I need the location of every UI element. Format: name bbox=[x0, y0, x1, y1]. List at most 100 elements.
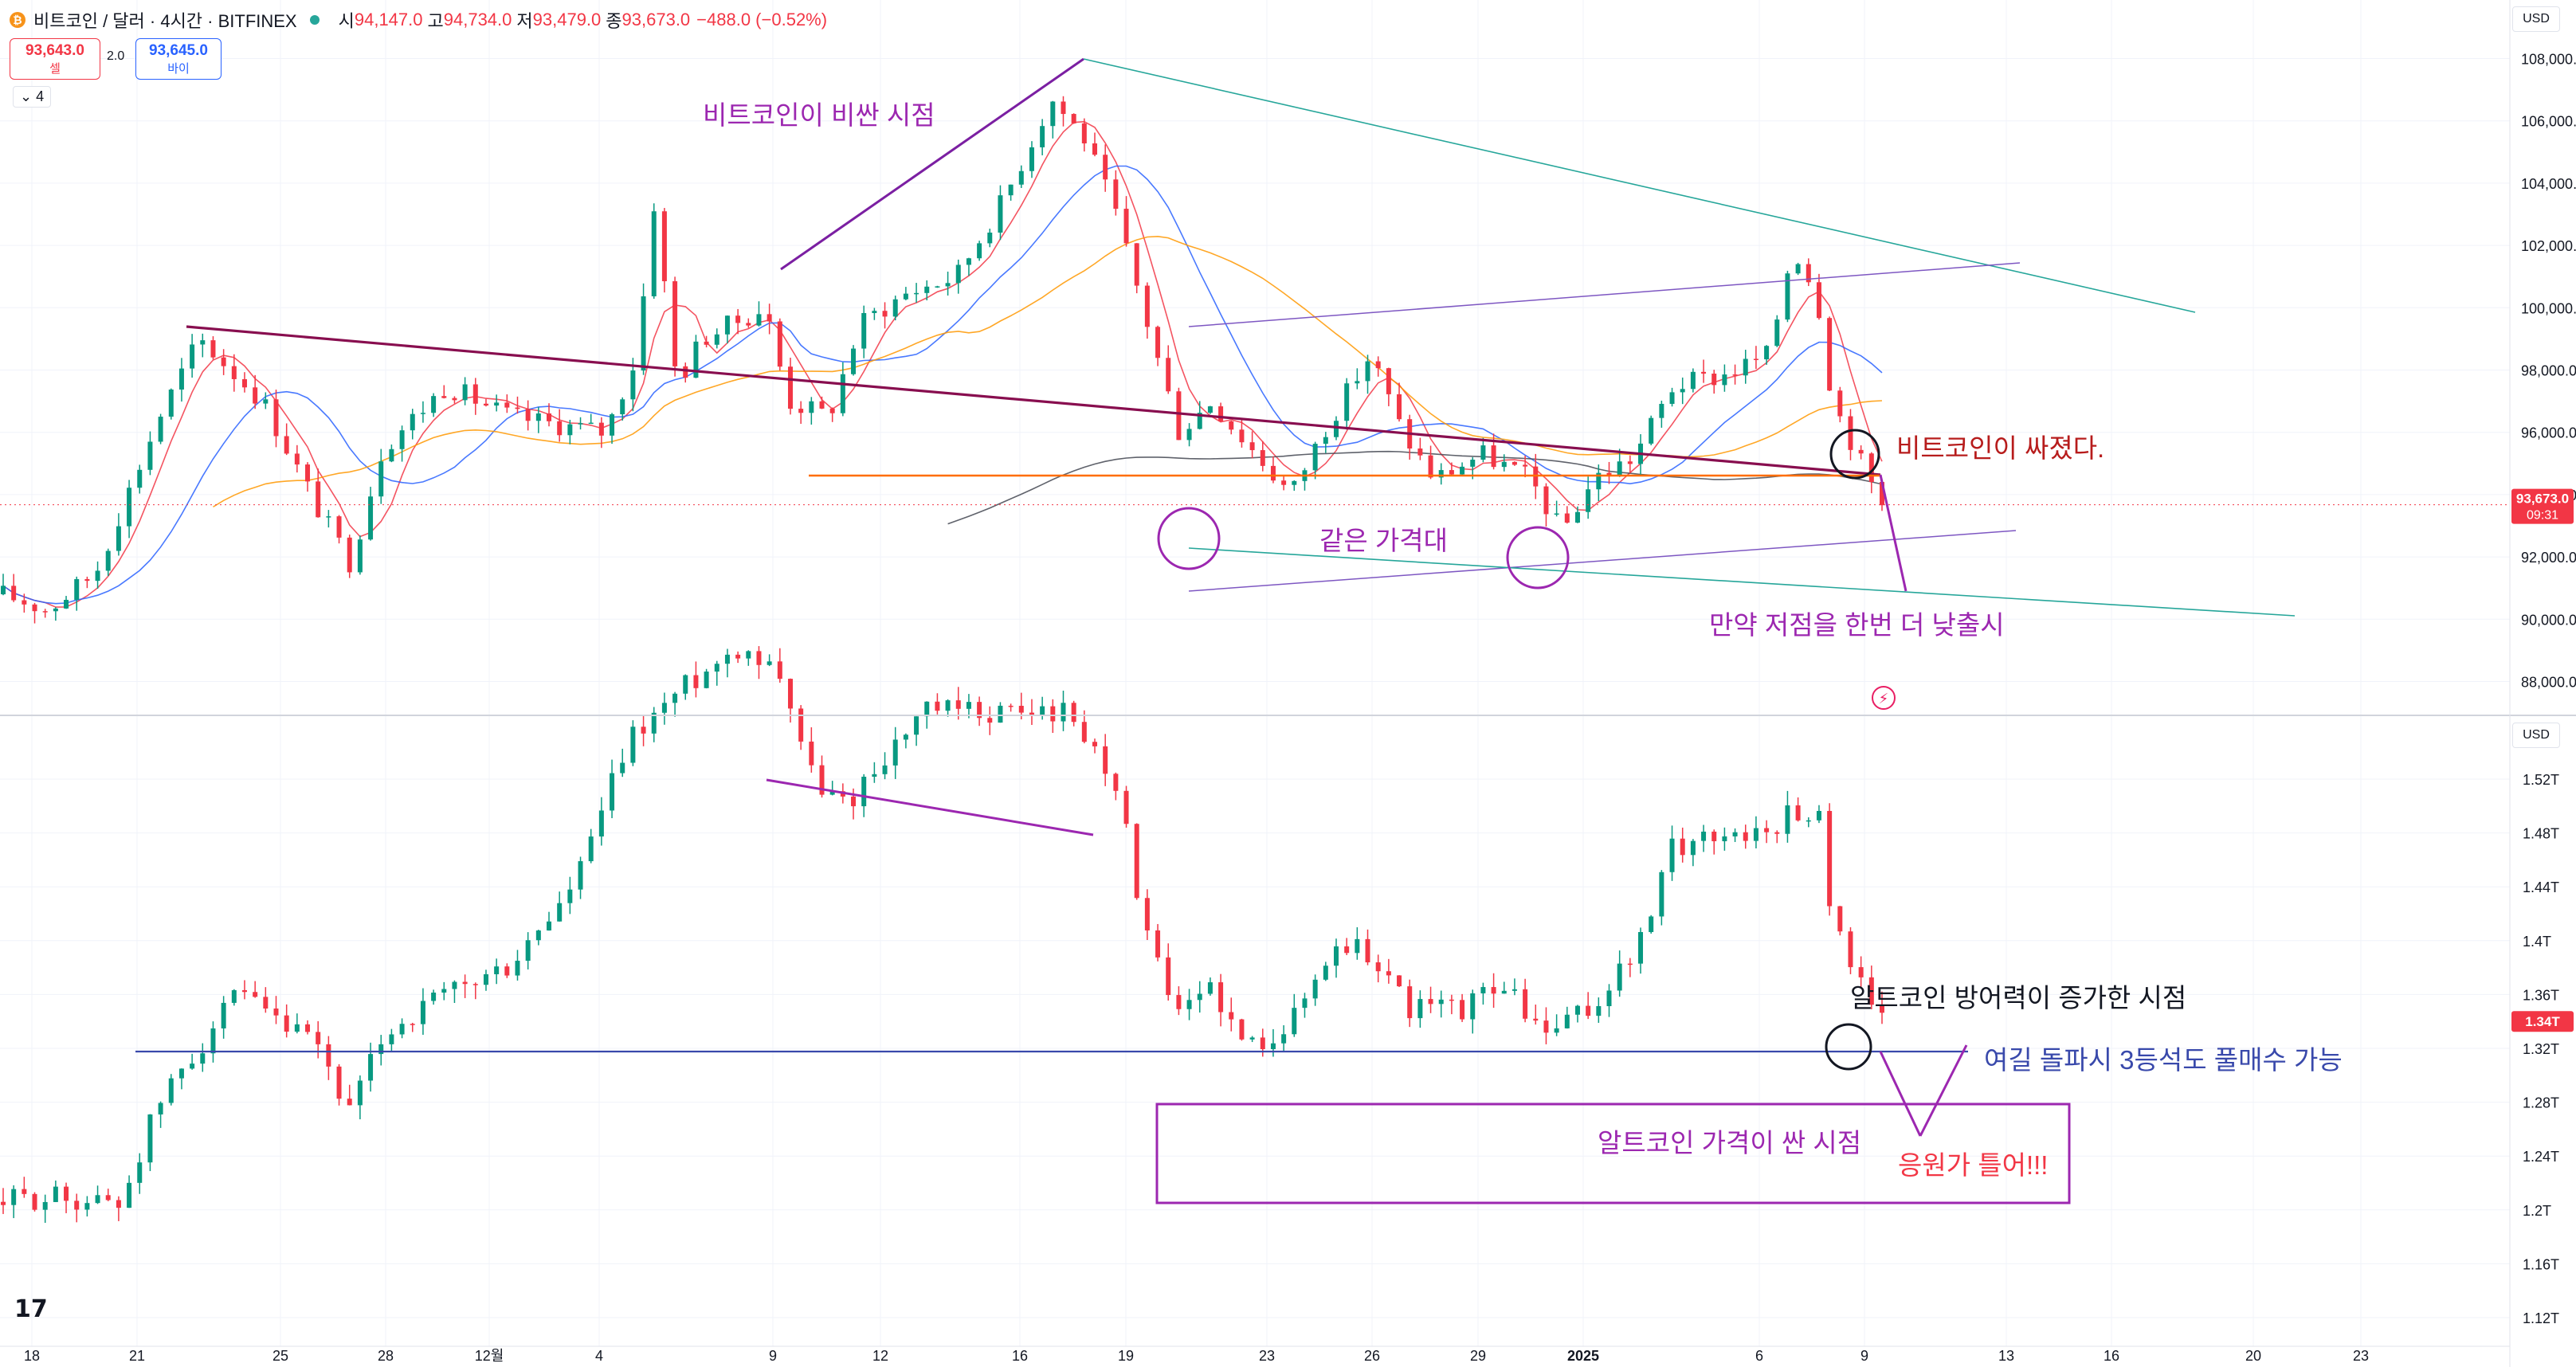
alt-candle-body bbox=[441, 989, 447, 993]
btc-candle-body bbox=[1480, 445, 1486, 460]
btc-candle-body bbox=[1365, 361, 1370, 382]
btc-candle-body bbox=[399, 430, 405, 449]
alt-candle-body bbox=[1543, 1020, 1549, 1033]
y-tick-label: 1.2T bbox=[2523, 1203, 2551, 1219]
alt-candle-body bbox=[210, 1028, 216, 1054]
btc-candle-body bbox=[336, 516, 342, 538]
btc-candle-body bbox=[32, 604, 37, 612]
btc-candle-body bbox=[1040, 126, 1045, 147]
alt-candle-body bbox=[116, 1200, 121, 1208]
btc-candle-body bbox=[1606, 472, 1612, 476]
btc-candle-body bbox=[210, 340, 216, 358]
alt-candle-body bbox=[1722, 836, 1727, 842]
btc-candle-body bbox=[1344, 383, 1350, 421]
alt-candle-body bbox=[1270, 1043, 1276, 1050]
btc-candle-body bbox=[1470, 460, 1476, 467]
drawings: ⚡ bbox=[0, 57, 2510, 1204]
btc-candle-body bbox=[1050, 101, 1056, 127]
btc-candle-body bbox=[1564, 513, 1570, 523]
buy-label: 바이 bbox=[167, 61, 190, 76]
currency-selector-top[interactable]: USD bbox=[2512, 6, 2560, 32]
btc-candle-body bbox=[1743, 358, 1748, 376]
btc-candle-body bbox=[798, 409, 804, 413]
lightning-icon bbox=[1872, 686, 1896, 710]
price-tag-countdown: 09:31 bbox=[2527, 509, 2558, 523]
projection-arrow bbox=[1879, 474, 1907, 592]
y-tick-label: 1.36T bbox=[2523, 987, 2559, 1003]
price-tag bbox=[2511, 488, 2574, 524]
alt-candle-body bbox=[535, 930, 541, 941]
alt-candle-body bbox=[253, 992, 258, 997]
alt-candle-body bbox=[578, 861, 583, 890]
btc-candle-body bbox=[452, 398, 457, 401]
btc-candle-body bbox=[819, 401, 825, 409]
trendline-resistance bbox=[186, 325, 1881, 476]
alt-candle-body bbox=[1218, 982, 1224, 1013]
annotation-cheap-btc: 비트코인이 싸졌다. bbox=[1896, 433, 2105, 463]
circle-low-2 bbox=[1506, 526, 1570, 589]
btc-candle-body bbox=[641, 296, 646, 371]
x-tick-label: 21 bbox=[129, 1348, 145, 1364]
x-tick-label: 9 bbox=[1860, 1348, 1868, 1364]
btc-candle-body bbox=[1092, 143, 1098, 155]
btc-candle-body bbox=[378, 461, 384, 497]
alt-candle-body bbox=[1680, 838, 1685, 856]
alt-candle-body bbox=[630, 727, 636, 763]
btc-candle-body bbox=[1438, 470, 1444, 478]
btc-candle-body bbox=[567, 424, 573, 436]
y-tick-label: 1.16T bbox=[2523, 1256, 2559, 1272]
btc-candle-body bbox=[1134, 243, 1139, 286]
x-tick-label: 23 bbox=[1259, 1348, 1275, 1364]
currency-selector-bottom[interactable]: USD bbox=[2512, 723, 2560, 748]
annotation-lower-low: 만약 저점을 한번 더 낮출시 bbox=[1709, 610, 2005, 640]
alt-candle-body bbox=[704, 671, 709, 688]
alt-candle-body bbox=[1333, 946, 1339, 966]
alt-candle-body bbox=[494, 966, 500, 974]
btc-candle-body bbox=[966, 258, 971, 265]
alt-candle-body bbox=[1365, 938, 1370, 963]
btc-candle-body bbox=[1281, 480, 1287, 485]
btc-candle-body bbox=[683, 366, 688, 378]
bottom-price-tag-value: 1.34T bbox=[2525, 1014, 2560, 1029]
tradingview-logo[interactable]: 17 bbox=[14, 1295, 48, 1323]
btc-candle-body bbox=[368, 496, 374, 540]
btc-candle-body bbox=[1386, 368, 1391, 394]
btc-candle-body bbox=[1123, 209, 1129, 244]
alt-candle-body bbox=[1638, 932, 1644, 964]
btc-candle-body bbox=[357, 539, 363, 573]
alt-candle-body bbox=[1375, 962, 1381, 972]
buy-price: 93,645.0 bbox=[149, 41, 208, 59]
btc-candle-body bbox=[1375, 361, 1381, 369]
alt-candle-body bbox=[127, 1182, 132, 1208]
btc-candle-body bbox=[1428, 455, 1433, 478]
buy-button[interactable]: 93,645.0 바이 bbox=[135, 38, 222, 80]
alt-candle-body bbox=[1785, 805, 1790, 834]
alt-candle-body bbox=[819, 765, 825, 795]
btc-candle-body bbox=[672, 281, 678, 366]
symbol-title[interactable]: 비트코인 / 달러 · 4시간 · BITFINEX bbox=[33, 11, 297, 31]
btc-candle-body bbox=[578, 423, 583, 425]
alt-candle-body bbox=[95, 1195, 100, 1204]
y-tick-label: 108,000.0 bbox=[2521, 52, 2576, 68]
alt-candle-body bbox=[1018, 705, 1024, 713]
alt-candle-body bbox=[1837, 906, 1843, 932]
btc-candle-body bbox=[116, 526, 121, 551]
alt-candle-body bbox=[1501, 990, 1507, 994]
btc-candle-body bbox=[178, 368, 184, 390]
alt-candle-body bbox=[1690, 840, 1696, 856]
btc-candle-body bbox=[924, 286, 930, 293]
btc-candle-body bbox=[64, 599, 69, 609]
btc-candle-body bbox=[1680, 389, 1685, 393]
sell-button[interactable]: 93,643.0 셀 bbox=[10, 38, 100, 80]
btc-candle-body bbox=[483, 403, 488, 406]
circle-breakdown bbox=[1829, 429, 1880, 480]
btc-candle-body bbox=[1627, 461, 1633, 464]
btc-candle-body bbox=[1732, 374, 1738, 376]
btc-candle-body bbox=[273, 399, 279, 437]
btc-candle-body bbox=[241, 378, 247, 388]
btc-candle-body bbox=[168, 389, 174, 417]
y-tick-label: 1.32T bbox=[2523, 1041, 2559, 1057]
btc-candle-body bbox=[724, 315, 730, 335]
indicator-toggle[interactable]: ⌄ 4 bbox=[13, 86, 52, 108]
